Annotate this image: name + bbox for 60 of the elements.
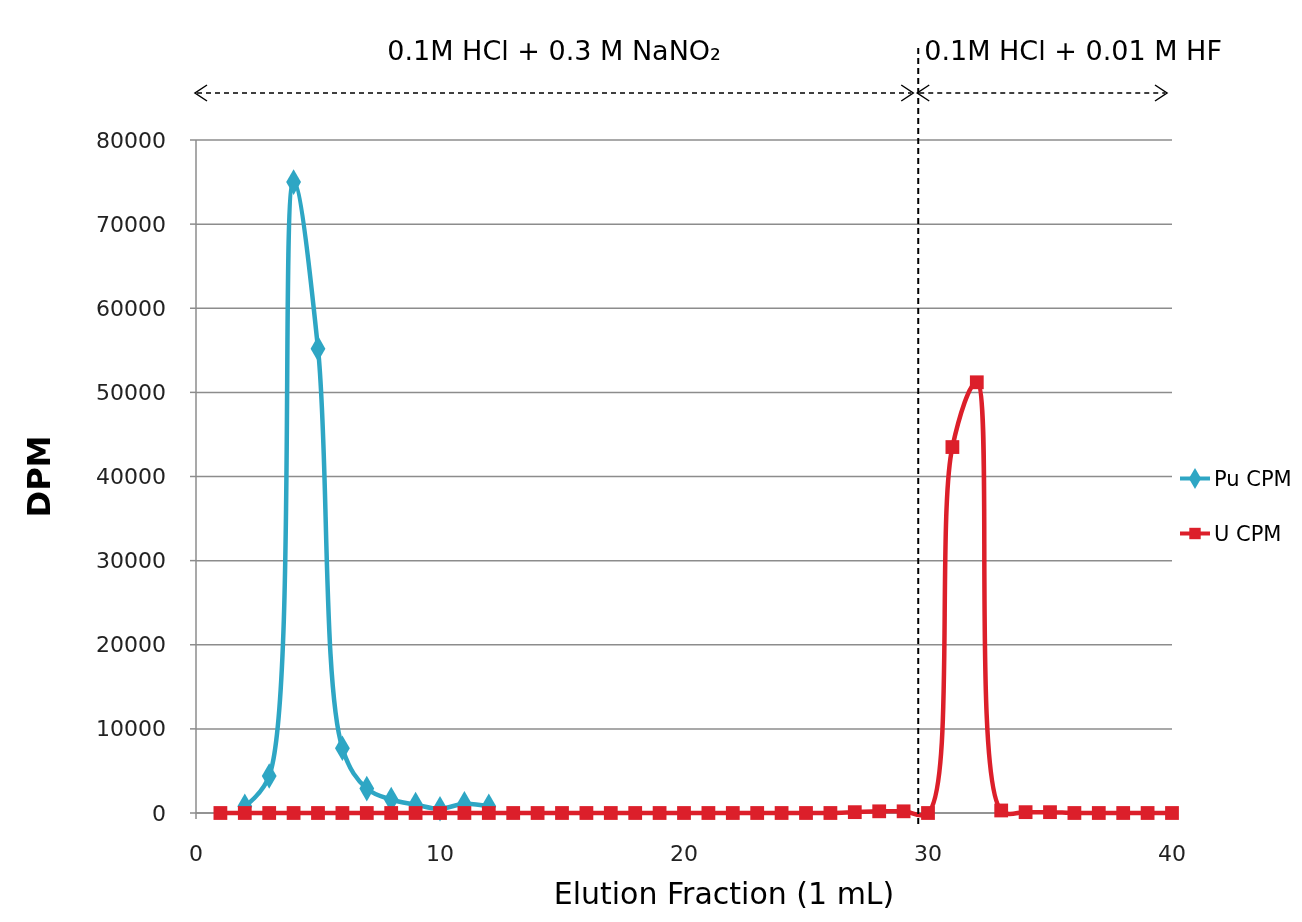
- point: [725, 806, 740, 820]
- point: [921, 806, 935, 820]
- point: [945, 440, 960, 454]
- x-tick-label: 20: [670, 841, 698, 866]
- x-tick-label: 40: [1158, 841, 1186, 866]
- y-tick-label: 70000: [96, 211, 166, 237]
- point: [628, 806, 643, 820]
- y-tick-label: 0: [152, 800, 166, 826]
- point: [701, 806, 716, 820]
- x-tick-label: 0: [189, 841, 203, 866]
- point: [603, 806, 618, 820]
- point: [872, 804, 887, 819]
- point: [262, 806, 277, 820]
- legend-label: U CPM: [1214, 521, 1282, 546]
- point: [481, 806, 496, 820]
- y-tick-label: 30000: [96, 548, 166, 574]
- y-tick-label: 50000: [96, 379, 166, 405]
- legend-label: Pu CPM: [1214, 466, 1292, 491]
- point: [1091, 806, 1106, 820]
- x-tick-label: 10: [426, 841, 454, 866]
- point: [1116, 806, 1131, 820]
- point: [286, 806, 301, 820]
- y-tick-label: 10000: [96, 716, 166, 742]
- point: [774, 806, 789, 820]
- point: [530, 806, 545, 820]
- point: [1018, 805, 1033, 820]
- point: [823, 806, 838, 820]
- point: [237, 806, 252, 820]
- y-tick-label: 60000: [96, 295, 166, 321]
- point: [457, 806, 472, 820]
- point: [579, 806, 594, 820]
- point: [1165, 806, 1179, 820]
- point: [335, 806, 350, 820]
- point: [1067, 806, 1082, 820]
- x-tick-label: 30: [914, 841, 942, 866]
- point: [677, 806, 691, 820]
- point: [994, 803, 1009, 818]
- point: [750, 806, 765, 820]
- point: [506, 806, 521, 820]
- point: [847, 805, 862, 820]
- point: [1140, 806, 1155, 820]
- point: [408, 806, 423, 820]
- y-axis-title: DPM: [20, 435, 58, 518]
- point: [969, 375, 984, 390]
- y-tick-label: 40000: [96, 464, 166, 489]
- point: [213, 806, 228, 820]
- point: [433, 806, 447, 820]
- point: [384, 806, 399, 820]
- y-tick-label: 20000: [96, 632, 166, 658]
- point: [359, 806, 374, 820]
- x-axis-title: Elution Fraction (1 mL): [553, 876, 895, 911]
- point: [555, 806, 569, 820]
- text: 0.1M HCl + 0.01 M HF: [924, 35, 1222, 66]
- point: [652, 806, 667, 820]
- y-tick-label: 80000: [96, 127, 166, 153]
- point: [896, 804, 911, 819]
- point: [799, 806, 813, 820]
- point: [1043, 805, 1057, 820]
- point: [311, 806, 325, 820]
- text: 0.1M HCl + 0.3 M NaNO₂: [387, 35, 721, 66]
